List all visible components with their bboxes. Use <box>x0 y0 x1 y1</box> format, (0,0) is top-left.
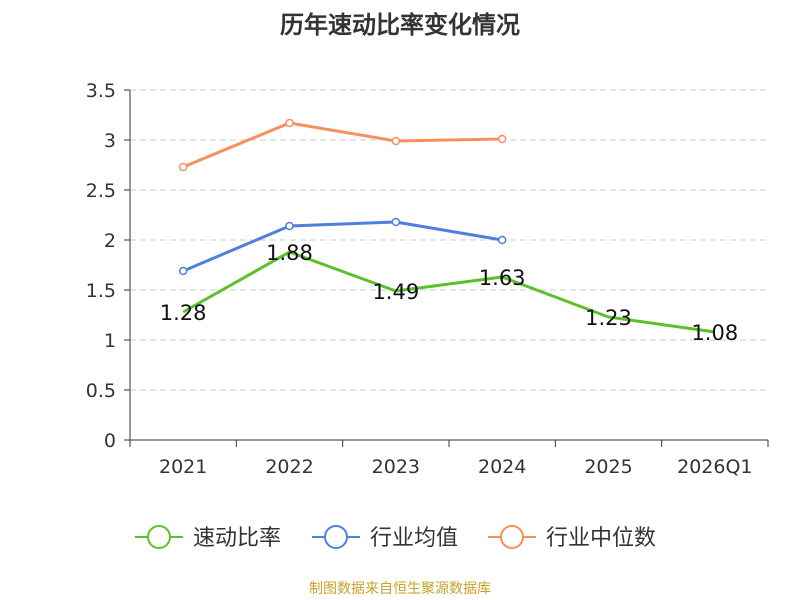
y-tick-label: 2 <box>104 230 116 252</box>
y-tick-label: 1.5 <box>86 280 116 302</box>
series-point <box>497 134 507 144</box>
chart-title: 历年速动比率变化情况 <box>280 11 520 39</box>
series-point <box>391 136 401 146</box>
data-label: 1.49 <box>372 280 419 304</box>
series-line <box>182 121 503 169</box>
x-tick-label: 2021 <box>159 456 207 478</box>
series-point <box>391 217 401 227</box>
series-point <box>497 235 507 245</box>
legend-label: 速动比率 <box>193 526 281 551</box>
y-tick-label: 3 <box>104 130 116 152</box>
legend-marker <box>500 525 524 549</box>
series-line <box>182 220 503 273</box>
data-labels: 1.28 1.88 1.49 1.63 1.23 1.08 <box>160 241 738 345</box>
data-label: 1.23 <box>585 306 632 330</box>
legend-label: 行业均值 <box>370 526 458 551</box>
grid-lines <box>130 89 768 391</box>
series-point <box>178 266 188 276</box>
series-point <box>285 118 294 128</box>
data-label: 1.63 <box>479 266 526 290</box>
legend-label: 行业中位数 <box>546 526 656 551</box>
legend-marker <box>147 525 171 549</box>
series-point <box>285 221 294 231</box>
legend-item[interactable]: 行业中位数 <box>488 525 656 551</box>
x-tick-label: 2023 <box>372 456 420 478</box>
legend[interactable]: 速动比率 行业均值 行业中位数 <box>135 525 656 551</box>
x-tick-label: 2026Q1 <box>677 456 752 478</box>
x-tick-label: 2025 <box>584 456 632 478</box>
data-label: 1.08 <box>691 321 738 345</box>
y-tick-label: 0 <box>104 430 116 452</box>
y-tick-label: 2.5 <box>86 180 116 202</box>
source-note: 制图数据来自恒生聚源数据库 <box>309 581 491 597</box>
legend-item[interactable]: 速动比率 <box>135 525 281 551</box>
legend-item[interactable]: 行业均值 <box>312 525 458 551</box>
y-tick-label: 3.5 <box>86 80 116 102</box>
legend-marker <box>324 525 348 549</box>
series-lines <box>178 118 716 334</box>
series-line <box>182 250 716 334</box>
x-tick-label: 2022 <box>265 456 313 478</box>
data-label: 1.88 <box>266 241 313 265</box>
series-point <box>178 162 188 172</box>
x-tick-label: 2024 <box>478 456 526 478</box>
data-label: 1.28 <box>160 301 207 325</box>
y-tick-label: 1 <box>104 330 116 352</box>
axes: 0 0.5 1 1.5 2 2.5 3 3.5 2021 2022 2023 2024 2025 2026… <box>86 80 769 478</box>
y-tick-label: 0.5 <box>86 380 116 402</box>
